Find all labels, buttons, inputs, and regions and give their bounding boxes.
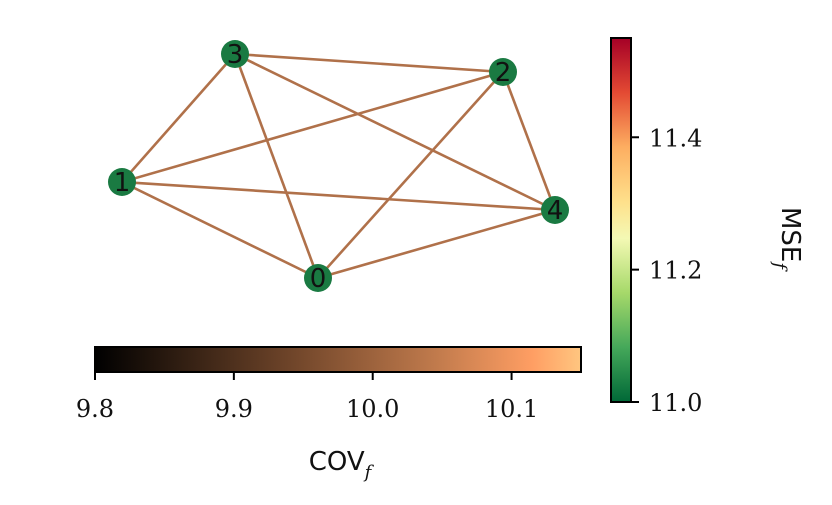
- edge-1-2: [121, 70, 504, 184]
- node-4: [541, 196, 569, 224]
- mse-colorbar-title: MSEf: [769, 207, 805, 272]
- cov-colorbar-ticks: 9.8 9.9 10.0 10.1: [76, 372, 538, 423]
- graph-edges: [121, 52, 557, 280]
- mse-colorbar-ticks: 11.0 11.2 11.4: [631, 124, 702, 417]
- edge-0-3: [233, 53, 320, 279]
- mse-tick-label: 11.4: [649, 124, 702, 152]
- cov-colorbar-title: COVf: [309, 447, 375, 483]
- mse-tick-label: 11.2: [649, 257, 702, 285]
- cov-tick-label: 10.0: [346, 395, 399, 423]
- edge-2-4: [501, 71, 557, 211]
- edge-1-3: [121, 53, 236, 183]
- cov-tick-label: 9.8: [76, 395, 114, 423]
- edge-3-4: [234, 52, 556, 212]
- mse-colorbar: 11.0 11.2 11.4 MSEf: [610, 37, 805, 417]
- node-1: [108, 168, 136, 196]
- node-label-1: 1: [114, 168, 131, 198]
- edge-0-4: [317, 208, 556, 280]
- edge-0-1: [121, 180, 319, 280]
- mse-colorbar-gradient: [610, 37, 632, 403]
- node-label-0: 0: [310, 264, 327, 294]
- cov-colorbar-gradient: [94, 346, 582, 373]
- node-2: [489, 58, 517, 86]
- cov-tick-label: 10.1: [485, 395, 538, 423]
- edge-1-4: [121, 180, 556, 212]
- node-0: [304, 264, 332, 292]
- node-label-2: 2: [495, 58, 512, 88]
- node-label-3: 3: [227, 40, 244, 70]
- edge-0-2: [317, 71, 504, 279]
- graph-nodes: 0 1 2 3 4: [108, 40, 569, 294]
- mse-tick-label: 11.0: [649, 389, 702, 417]
- node-label-4: 4: [547, 196, 564, 226]
- cov-colorbar: 9.8 9.9 10.0 10.1 COVf: [76, 346, 582, 483]
- cov-tick-label: 9.9: [215, 395, 253, 423]
- node-3: [221, 40, 249, 68]
- edge-3-2: [234, 52, 504, 74]
